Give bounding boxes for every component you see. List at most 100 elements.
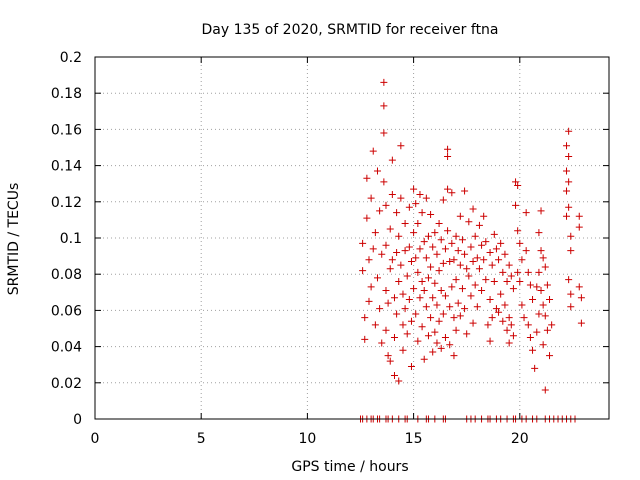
data-point: [467, 292, 475, 300]
data-point: [543, 281, 551, 289]
data-point: [501, 250, 509, 258]
data-point: [431, 229, 439, 237]
data-point: [446, 341, 454, 349]
data-point: [393, 248, 401, 256]
data-point: [563, 212, 571, 220]
data-point: [446, 303, 454, 311]
data-point: [492, 305, 500, 313]
data-point: [475, 265, 483, 273]
data-point: [444, 227, 452, 235]
data-point: [565, 178, 573, 186]
data-point: [420, 238, 428, 246]
data-point: [433, 339, 441, 347]
data-point: [533, 283, 541, 291]
data-point: [427, 314, 435, 322]
data-point: [537, 207, 545, 215]
data-point: [478, 286, 486, 294]
data-point: [412, 310, 420, 318]
data-point: [388, 156, 396, 164]
data-point: [469, 319, 477, 327]
data-point: [424, 232, 432, 240]
data-point: [433, 301, 441, 309]
data-points: [359, 78, 585, 394]
data-point: [469, 258, 477, 266]
data-point: [499, 268, 507, 276]
data-point: [567, 290, 575, 298]
data-point: [446, 258, 454, 266]
data-point: [539, 341, 547, 349]
data-point: [475, 221, 483, 229]
data-point: [482, 238, 490, 246]
data-point: [403, 330, 411, 338]
data-point: [537, 247, 545, 255]
y-tick-label: 0: [73, 412, 82, 428]
data-point: [465, 272, 473, 280]
data-point: [497, 290, 505, 298]
data-point: [390, 372, 398, 380]
data-point: [441, 292, 449, 300]
y-tick-label: 0.12: [51, 195, 82, 211]
data-point: [371, 229, 379, 237]
data-point: [512, 178, 520, 186]
y-tick-label: 0.18: [51, 86, 82, 102]
data-point: [420, 286, 428, 294]
data-point: [378, 339, 386, 347]
data-point: [397, 194, 405, 202]
data-point: [465, 218, 473, 226]
data-point: [441, 334, 449, 342]
data-point: [363, 174, 371, 182]
data-point: [456, 312, 464, 320]
data-point: [541, 386, 549, 394]
data-point: [395, 377, 403, 385]
data-point: [444, 153, 452, 161]
data-point: [373, 167, 381, 175]
data-point: [486, 337, 494, 345]
data-point: [435, 267, 443, 275]
data-point: [369, 245, 377, 253]
data-point: [401, 220, 409, 228]
data-point: [386, 265, 394, 273]
data-point: [450, 256, 458, 264]
data-point: [469, 205, 477, 213]
data-point: [365, 297, 373, 305]
grid: [95, 57, 609, 419]
data-point: [429, 294, 437, 302]
data-point: [499, 317, 507, 325]
data-point: [537, 286, 545, 294]
data-point: [480, 212, 488, 220]
data-point: [492, 245, 500, 253]
data-point: [546, 352, 554, 360]
data-point: [518, 301, 526, 309]
data-point: [505, 339, 513, 347]
data-point: [373, 274, 381, 282]
data-point: [376, 207, 384, 215]
data-point: [448, 283, 456, 291]
data-point: [414, 268, 422, 276]
data-point: [403, 272, 411, 280]
data-point: [412, 200, 420, 208]
data-point: [429, 348, 437, 356]
x-tick-label: 20: [511, 431, 529, 447]
data-point: [431, 279, 439, 287]
data-point: [461, 187, 469, 195]
data-point: [393, 209, 401, 217]
data-point: [444, 185, 452, 193]
data-point: [567, 232, 575, 240]
data-point: [541, 312, 549, 320]
data-point: [382, 286, 390, 294]
data-point: [577, 319, 585, 327]
data-point: [522, 247, 530, 255]
data-point: [567, 303, 575, 311]
data-point: [503, 326, 511, 334]
data-point: [410, 229, 418, 237]
data-point: [397, 142, 405, 150]
data-point: [514, 268, 522, 276]
data-point: [418, 323, 426, 331]
data-point: [518, 256, 526, 264]
data-point: [429, 243, 437, 251]
data-point: [384, 352, 392, 360]
data-point: [410, 285, 418, 293]
data-point: [386, 357, 394, 365]
data-point: [439, 259, 447, 267]
